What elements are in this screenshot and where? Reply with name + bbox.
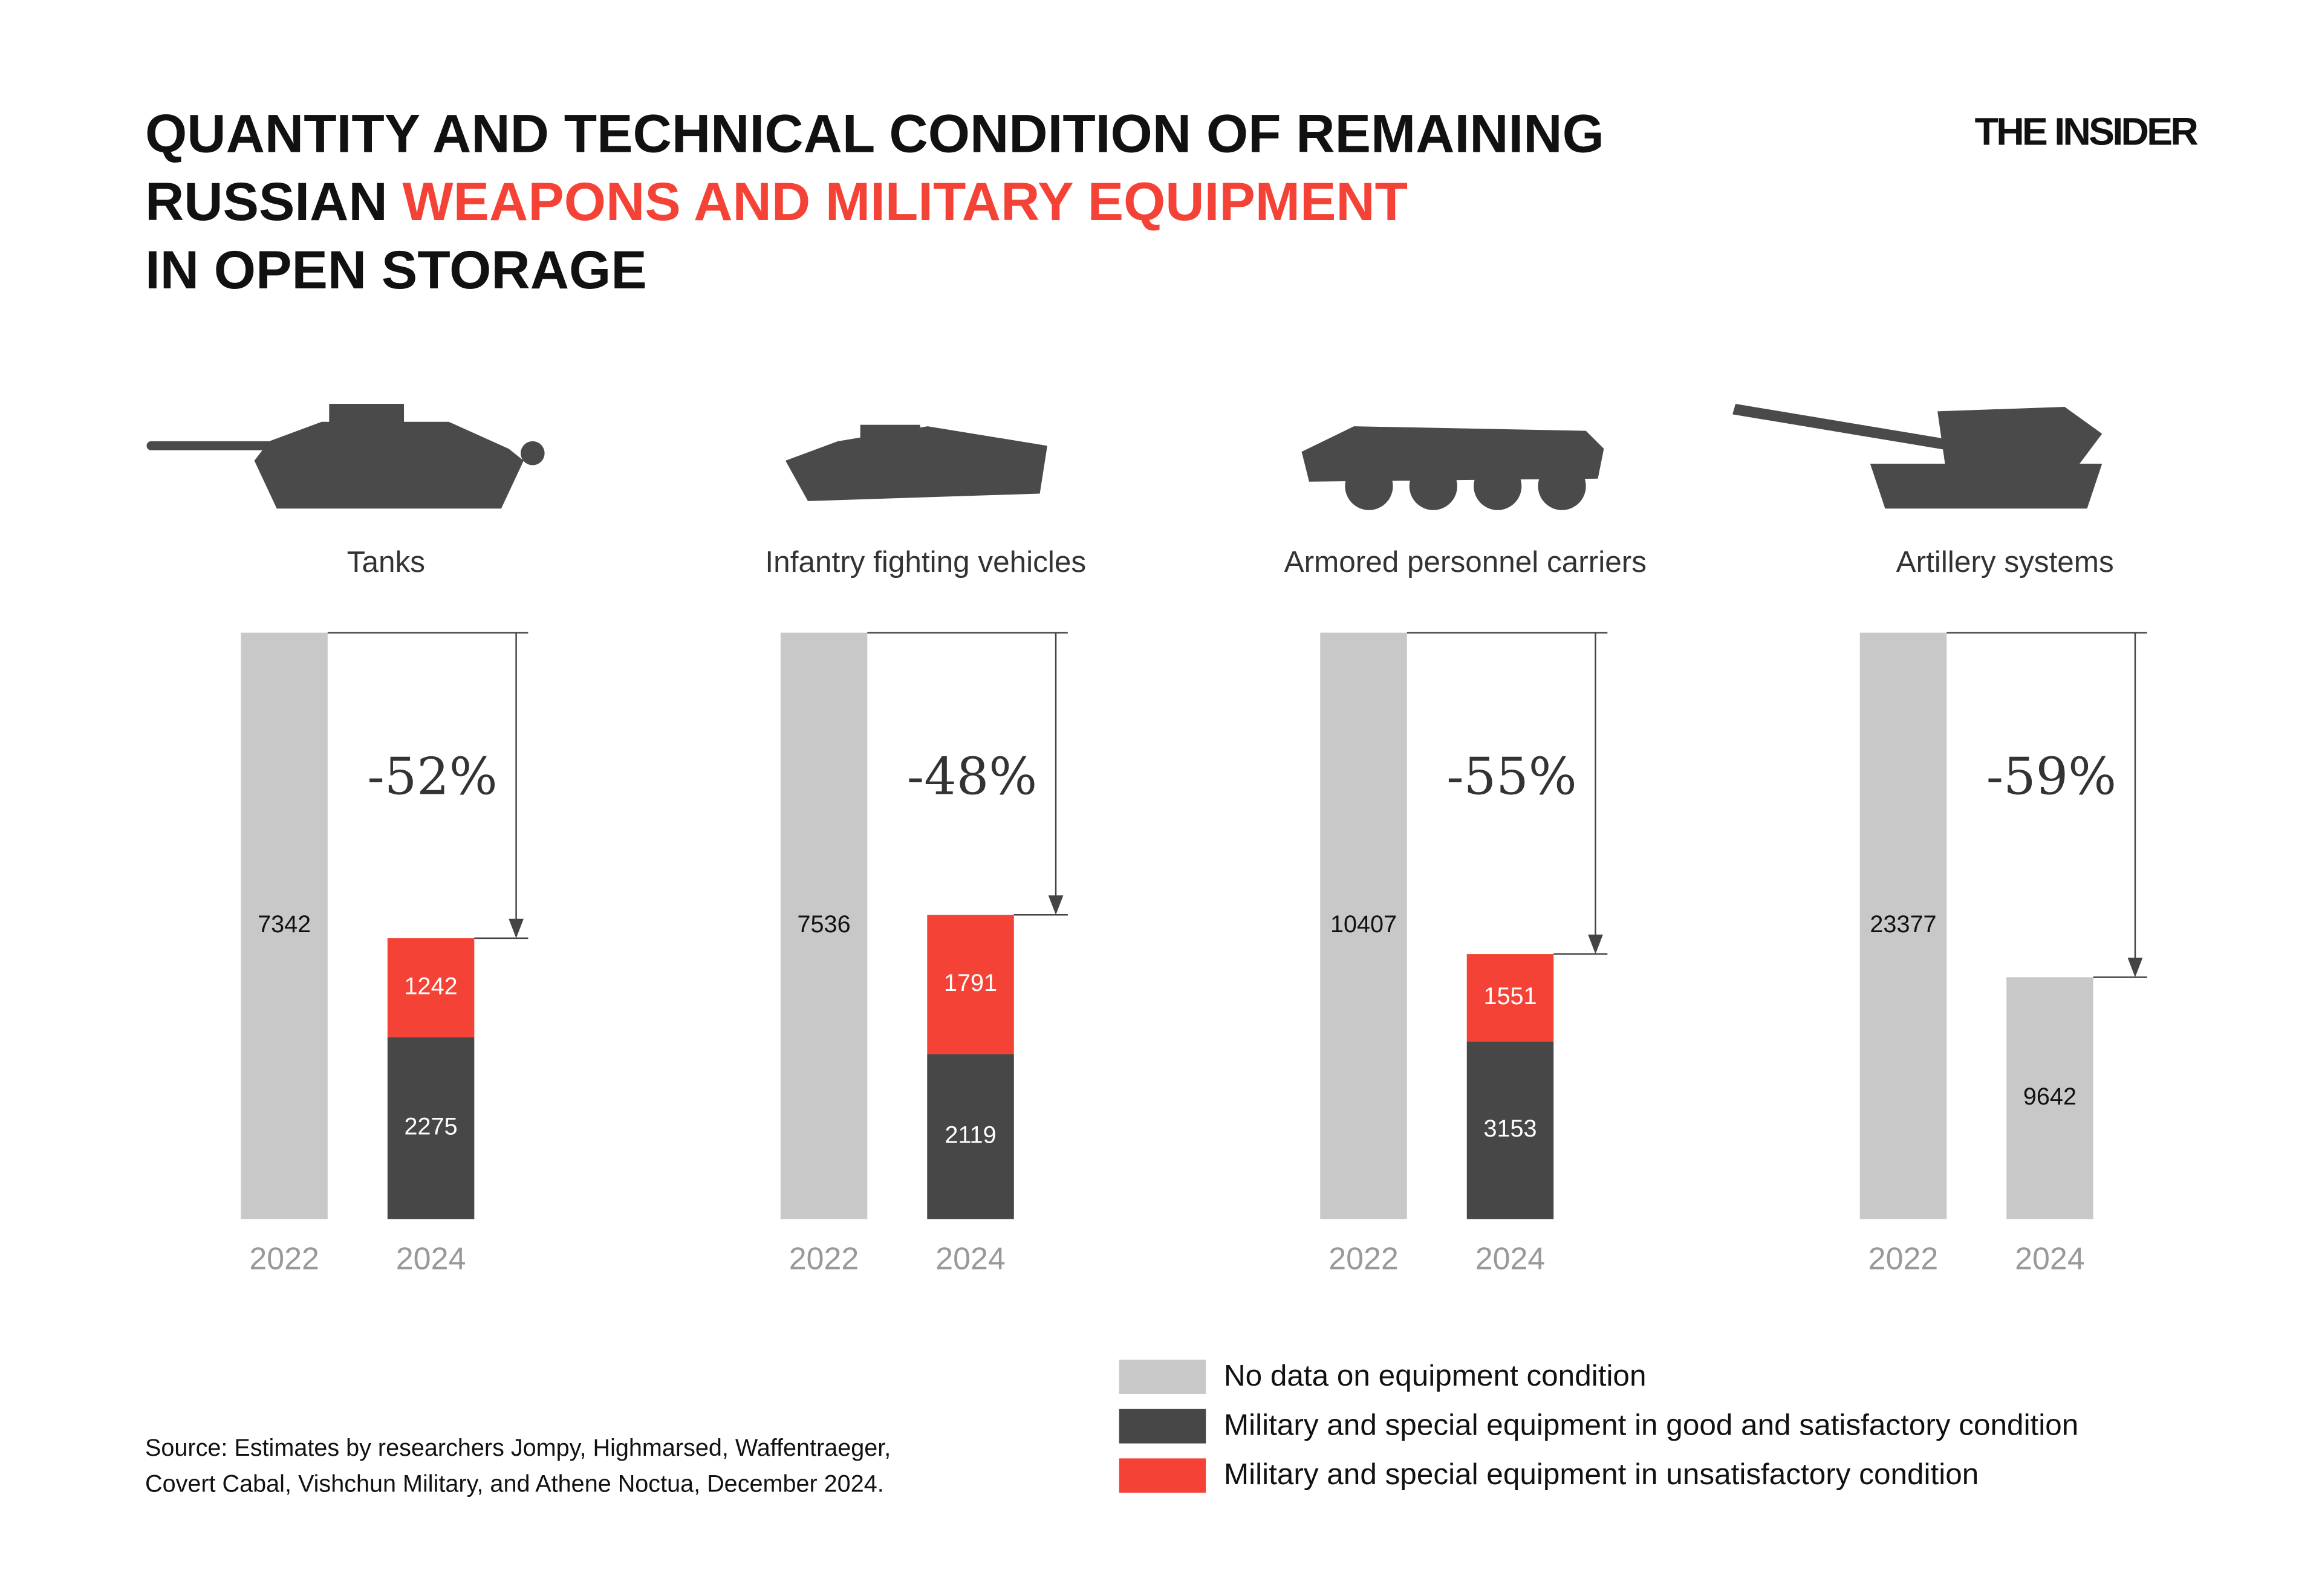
arrow-head: [2127, 958, 2143, 978]
value-label: 23377: [1870, 911, 1936, 938]
value-label: 7536: [798, 911, 851, 938]
value-label: 1791: [944, 970, 997, 996]
apc-icon: [1301, 426, 1604, 510]
x-tick-label: 2022: [249, 1241, 319, 1276]
x-tick-label: 2024: [396, 1241, 466, 1276]
x-tick-label: 2024: [935, 1241, 1006, 1276]
bar-segment: [1466, 954, 1554, 1042]
x-tick-label: 2024: [2015, 1241, 2085, 1276]
arrow-head: [1588, 934, 1603, 955]
group-label: Artillery systems: [1896, 545, 2114, 579]
change-annotation: -52%: [367, 747, 497, 806]
legend-label: No data on equipment condition: [1224, 1359, 1647, 1392]
change-annotation: -59%: [1986, 747, 2116, 806]
x-tick-label: 2022: [1868, 1241, 1939, 1276]
bar-segment: [387, 938, 475, 1037]
bar-segment: [927, 915, 1014, 1054]
value-label: 1242: [405, 973, 458, 999]
x-tick-label: 2022: [1328, 1241, 1399, 1276]
change-annotation: -55%: [1446, 747, 1576, 806]
bar-segment: [1320, 632, 1407, 1219]
title-segment: RUSSIAN: [145, 171, 388, 232]
value-label: 7342: [258, 911, 311, 938]
arrow-head: [509, 918, 524, 938]
source: Source: Estimates by researchers Jompy, …: [145, 1435, 891, 1461]
tank-icon: [146, 404, 545, 509]
value-label: 3153: [1483, 1115, 1537, 1142]
value-label: 2119: [945, 1122, 996, 1149]
value-label: 2275: [405, 1114, 458, 1140]
legend-swatch: [1119, 1458, 1206, 1493]
value-label: 9642: [2023, 1083, 2076, 1110]
title-line: RUSSIAN WEAPONS AND MILITARY EQUIPMENT: [145, 171, 1408, 232]
title-segment: WEAPONS AND MILITARY EQUIPMENT: [403, 171, 1408, 232]
brand: THE INSIDER: [1975, 110, 2199, 154]
bar-segment: [1859, 632, 1947, 1219]
legend-label: Military and special equipment in unsati…: [1224, 1458, 1979, 1491]
bar-segment: [387, 1037, 475, 1219]
x-tick-label: 2024: [1475, 1241, 1546, 1276]
bar-segment: [927, 1054, 1014, 1219]
bar-segment: [1466, 1041, 1554, 1219]
bar-segment: [241, 632, 328, 1219]
value-label: 1551: [1483, 983, 1537, 1010]
group-label: Armored personnel carriers: [1284, 545, 1647, 579]
artillery-icon: [1732, 404, 2102, 509]
title-segment: IN OPEN STORAGE: [145, 239, 647, 299]
legend-swatch: [1119, 1409, 1206, 1444]
group-label: Tanks: [347, 545, 425, 579]
legend-label: Military and special equipment in good a…: [1224, 1408, 2078, 1441]
title-line: QUANTITY AND TECHNICAL CONDITION OF REMA…: [145, 103, 1604, 163]
bar-segment: [2006, 977, 2093, 1219]
change-annotation: -48%: [907, 747, 1037, 806]
title: QUANTITY AND TECHNICAL CONDITION OF REMA…: [145, 103, 1604, 299]
title-line: IN OPEN STORAGE: [145, 239, 647, 299]
value-label: 10407: [1330, 911, 1397, 938]
arrow-head: [1048, 895, 1064, 915]
x-tick-label: 2022: [789, 1241, 859, 1276]
source: Covert Cabal, Vishchun Military, and Ath…: [145, 1470, 884, 1497]
legend-swatch: [1119, 1360, 1206, 1394]
bar-segment: [780, 632, 868, 1219]
ifv-icon: [785, 424, 1047, 501]
group-label: Infantry fighting vehicles: [765, 545, 1086, 579]
vehicle-icons: [146, 404, 2102, 510]
title-segment: QUANTITY AND TECHNICAL CONDITION OF REMA…: [145, 103, 1604, 163]
